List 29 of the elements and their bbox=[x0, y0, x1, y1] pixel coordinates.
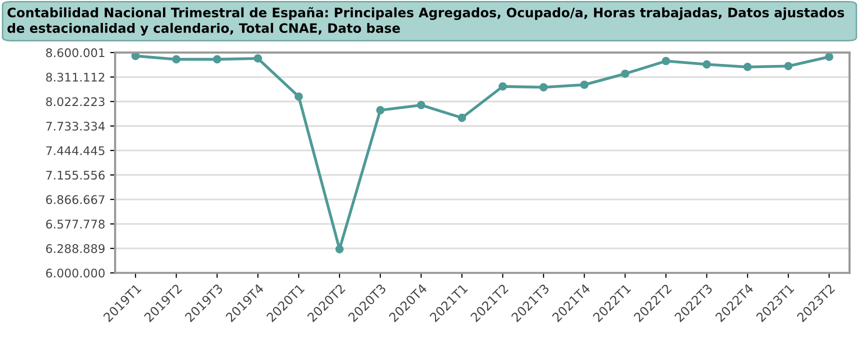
y-tick-label: 7.733.334 bbox=[46, 122, 105, 131]
point bbox=[294, 92, 303, 101]
point bbox=[620, 70, 630, 78]
point bbox=[662, 56, 670, 66]
point bbox=[131, 52, 140, 60]
y-tick-label: 6.577.778 bbox=[46, 220, 105, 229]
y-tick-label: 7.444.445 bbox=[46, 146, 104, 156]
point bbox=[335, 245, 344, 254]
y-tick-label: 8.022.223 bbox=[46, 97, 104, 106]
chart-title: Contabilidad Nacional Trimestral de España: Principales Agregados, Ocupado/a, Horas trabajadas, Datos ajustados de estacionalidad y calendario, Total CNAE, Dato base bbox=[7, 7, 844, 36]
y-tick-label: 8.600.001 bbox=[46, 48, 104, 58]
point bbox=[539, 83, 548, 92]
point bbox=[458, 114, 466, 122]
point bbox=[212, 55, 222, 64]
y-tick-label: 6.866.667 bbox=[46, 195, 104, 204]
y-tick-label: 6.288.889 bbox=[46, 244, 105, 254]
point bbox=[743, 62, 752, 72]
point bbox=[254, 54, 262, 63]
y-tick-label: 8.311.112 bbox=[46, 72, 104, 82]
point bbox=[416, 100, 426, 110]
y-tick-label: 6.000.000 bbox=[46, 268, 105, 278]
point bbox=[580, 80, 588, 89]
point bbox=[702, 60, 711, 69]
y-tick-label: 7.155.556 bbox=[46, 170, 105, 180]
point bbox=[498, 82, 507, 91]
point bbox=[172, 55, 180, 64]
point bbox=[376, 106, 384, 114]
point bbox=[784, 62, 793, 70]
point bbox=[824, 52, 834, 61]
